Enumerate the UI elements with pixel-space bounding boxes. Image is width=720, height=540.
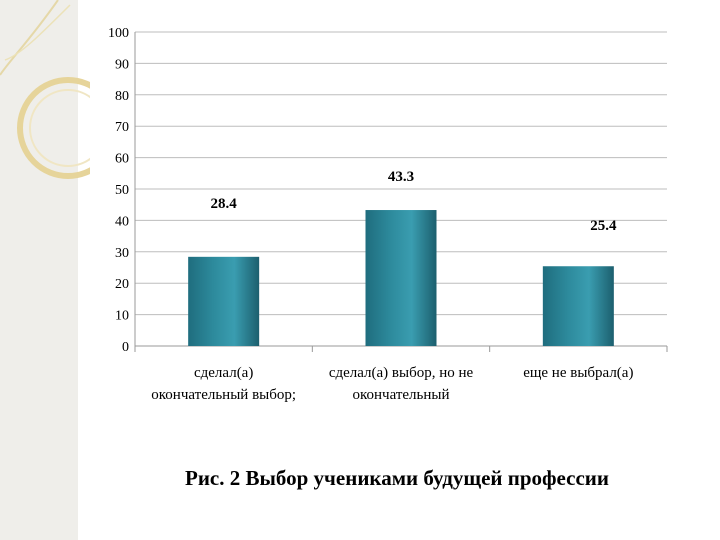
y-tick-label: 30 <box>115 246 129 261</box>
x-category-label: еще не выбрал(а) <box>523 365 633 381</box>
y-tick-label: 60 <box>115 152 129 167</box>
y-tick-label: 50 <box>115 183 129 198</box>
y-tick-label: 20 <box>115 277 129 292</box>
y-tick-label: 100 <box>108 26 129 41</box>
x-category-label: сделал(а) выбор, но не <box>329 365 474 381</box>
y-tick-label: 90 <box>115 57 129 72</box>
decorative-rings <box>0 0 90 179</box>
data-label: 28.4 <box>211 196 238 212</box>
y-tick-label: 80 <box>115 89 129 104</box>
x-category-label: сделал(а) <box>194 365 253 381</box>
y-tick-label: 70 <box>115 120 129 135</box>
figure-caption: Рис. 2 Выбор учениками будущей профессии <box>185 466 609 490</box>
data-label: 43.3 <box>388 169 414 185</box>
data-label: 25.4 <box>590 218 617 234</box>
bar <box>542 266 614 346</box>
bar <box>365 210 437 346</box>
x-category-label: окончательный <box>352 387 449 403</box>
y-tick-label: 0 <box>122 340 129 355</box>
y-tick-label: 40 <box>115 214 129 229</box>
y-tick-label: 10 <box>115 309 129 324</box>
x-category-label: окончательный выбор; <box>151 387 296 403</box>
bar <box>188 256 260 346</box>
